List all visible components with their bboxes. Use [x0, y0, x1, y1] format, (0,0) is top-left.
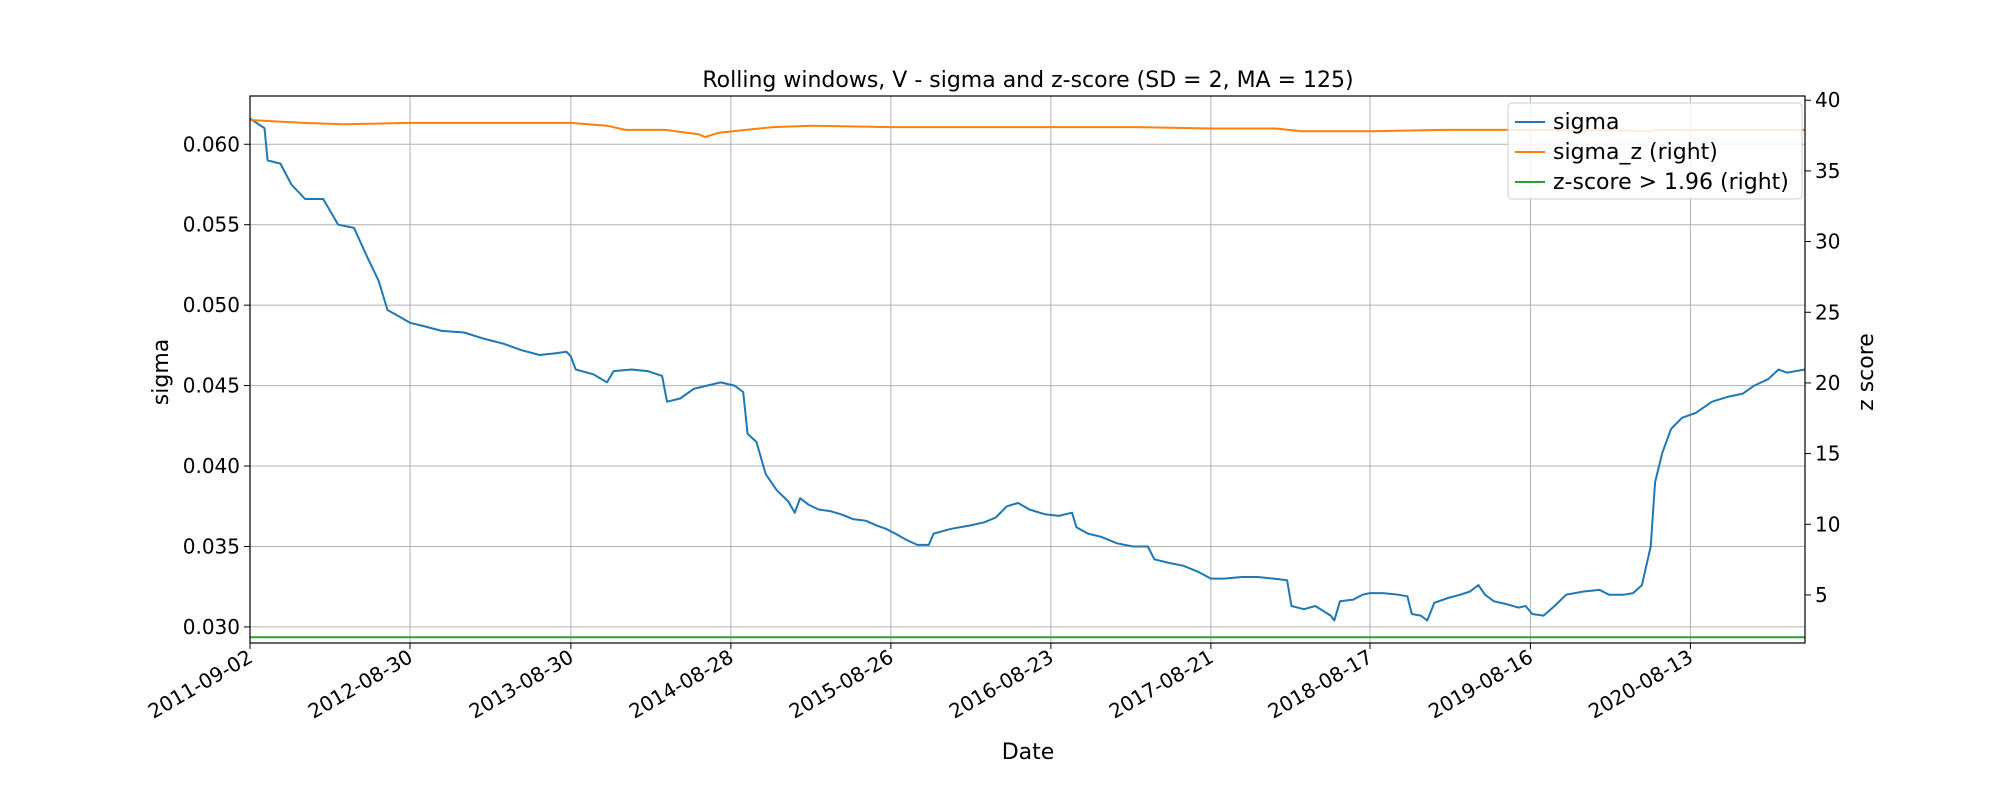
x-tick-label: 2018-08-17 [1264, 645, 1377, 724]
y-axis-right-title: z score [1854, 333, 1879, 411]
x-tick-label: 2020-08-13 [1584, 645, 1697, 724]
x-tick-label: 2017-08-21 [1105, 645, 1218, 724]
y-tick-label: 0.030 [183, 615, 240, 639]
legend-label-sigma-z: sigma_z (right) [1553, 140, 1718, 165]
y-axis-left: 0.030 0.035 0.040 0.045 0.050 0.055 0.060 [183, 132, 250, 639]
y-right-tick-label: 35 [1815, 159, 1840, 183]
y-axis-right: 5 10 15 20 25 30 35 40 [1805, 88, 1840, 607]
x-tick-label: 2019-08-16 [1424, 645, 1537, 724]
legend-label-sigma: sigma [1553, 110, 1619, 135]
chart-title: Rolling windows, V - sigma and z-score (… [702, 68, 1353, 93]
plot-frame [249, 95, 1806, 644]
x-tick-label: 2015-08-26 [785, 645, 898, 724]
x-tick-label: 2012-08-30 [304, 645, 417, 724]
y-right-tick-label: 15 [1815, 442, 1840, 466]
y-tick-label: 0.035 [183, 534, 240, 558]
x-axis: 2011-09-02 2012-08-30 2013-08-30 2014-08-28… [144, 643, 1697, 723]
x-tick-label: 2014-08-28 [625, 645, 738, 724]
y-right-tick-label: 5 [1815, 583, 1828, 607]
x-axis-title: Date [1002, 740, 1055, 765]
y-tick-label: 0.055 [183, 213, 240, 237]
legend-box [1507, 102, 1803, 200]
legend-label-zscore: z-score > 1.96 (right) [1553, 170, 1789, 195]
y-tick-label: 0.040 [183, 454, 240, 478]
series-line-sigma [249, 117, 1806, 622]
y-tick-label: 0.045 [183, 374, 240, 398]
y-right-tick-label: 10 [1815, 512, 1840, 536]
y-right-tick-label: 30 [1815, 230, 1840, 254]
y-right-tick-label: 20 [1815, 371, 1840, 395]
grid [249, 96, 1805, 643]
y-tick-label: 0.050 [183, 293, 240, 317]
legend: sigma sigma_z (right) z-score > 1.96 (ri… [1507, 102, 1803, 200]
y-right-tick-label: 40 [1815, 88, 1840, 112]
x-tick-label: 2011-09-02 [144, 645, 257, 724]
x-tick-label: 2016-08-23 [945, 645, 1058, 724]
x-tick-label: 2013-08-30 [465, 645, 578, 724]
y-right-tick-label: 25 [1815, 300, 1840, 324]
y-axis-left-title: sigma [149, 339, 174, 405]
y-tick-label: 0.060 [183, 132, 240, 156]
